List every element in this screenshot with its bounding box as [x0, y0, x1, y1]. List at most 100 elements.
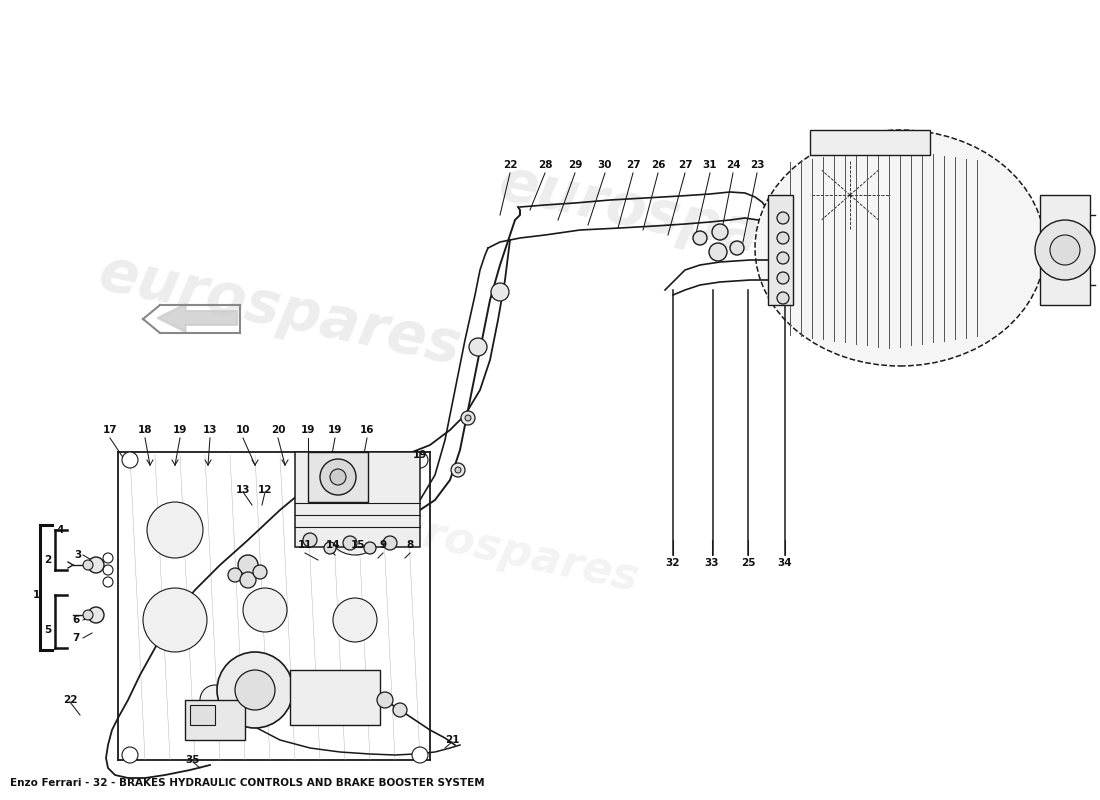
Circle shape: [777, 212, 789, 224]
Text: 25: 25: [740, 558, 756, 568]
Text: 17: 17: [102, 425, 118, 435]
Text: 18: 18: [138, 425, 152, 435]
Text: 19: 19: [412, 450, 427, 460]
Text: 7: 7: [73, 633, 79, 643]
Text: 23: 23: [750, 160, 764, 170]
Text: 15: 15: [351, 540, 365, 550]
Circle shape: [451, 463, 465, 477]
Text: 11: 11: [298, 540, 312, 550]
Text: 16: 16: [360, 425, 374, 435]
Text: 2: 2: [44, 555, 52, 565]
Text: 24: 24: [726, 160, 740, 170]
Text: eurospares: eurospares: [494, 154, 867, 286]
Circle shape: [412, 452, 428, 468]
Bar: [308, 452, 369, 502]
Circle shape: [469, 338, 487, 356]
Bar: [185, 700, 245, 740]
Circle shape: [243, 588, 287, 632]
Circle shape: [465, 415, 471, 421]
Circle shape: [240, 572, 256, 588]
Text: 33: 33: [705, 558, 719, 568]
Circle shape: [1035, 220, 1094, 280]
Text: 19: 19: [300, 425, 316, 435]
Circle shape: [710, 243, 727, 261]
Circle shape: [777, 292, 789, 304]
Text: 9: 9: [379, 540, 386, 550]
Circle shape: [217, 652, 293, 728]
Text: 19: 19: [328, 425, 342, 435]
Text: 10: 10: [235, 425, 251, 435]
Circle shape: [103, 577, 113, 587]
Text: 14: 14: [326, 540, 340, 550]
Circle shape: [103, 553, 113, 563]
Text: 22: 22: [503, 160, 517, 170]
Circle shape: [1050, 235, 1080, 265]
Circle shape: [147, 502, 204, 558]
Circle shape: [412, 747, 428, 763]
Circle shape: [122, 452, 138, 468]
Circle shape: [364, 542, 376, 554]
Circle shape: [393, 703, 407, 717]
Bar: [190, 705, 214, 725]
Bar: [1040, 195, 1090, 305]
Ellipse shape: [755, 130, 1045, 366]
Circle shape: [238, 555, 258, 575]
Circle shape: [82, 610, 94, 620]
Text: 28: 28: [538, 160, 552, 170]
Circle shape: [693, 231, 707, 245]
Text: 8: 8: [406, 540, 414, 550]
Text: 22: 22: [63, 695, 77, 705]
Text: 13: 13: [202, 425, 218, 435]
Text: eurospares: eurospares: [358, 500, 642, 600]
Text: 3: 3: [75, 550, 81, 560]
Text: 31: 31: [703, 160, 717, 170]
Circle shape: [228, 568, 242, 582]
Bar: [295, 452, 420, 547]
Circle shape: [491, 283, 509, 301]
Text: 32: 32: [666, 558, 680, 568]
Circle shape: [730, 241, 744, 255]
Text: 4: 4: [56, 525, 64, 535]
Circle shape: [455, 467, 461, 473]
Text: 35: 35: [186, 755, 200, 765]
Text: Enzo Ferrari - 32 - BRAKES HYDRAULIC CONTROLS AND BRAKE BOOSTER SYSTEM: Enzo Ferrari - 32 - BRAKES HYDRAULIC CON…: [10, 778, 485, 788]
Circle shape: [143, 588, 207, 652]
Circle shape: [777, 232, 789, 244]
Circle shape: [333, 598, 377, 642]
Circle shape: [88, 607, 104, 623]
Text: 5: 5: [44, 625, 52, 635]
Text: 26: 26: [651, 160, 666, 170]
Circle shape: [343, 536, 358, 550]
Text: 1: 1: [32, 590, 40, 600]
Text: 30: 30: [597, 160, 613, 170]
Text: 34: 34: [778, 558, 792, 568]
Text: 20: 20: [271, 425, 285, 435]
Circle shape: [461, 411, 475, 425]
Circle shape: [383, 536, 397, 550]
Circle shape: [302, 533, 317, 547]
Text: 13: 13: [235, 485, 251, 495]
Text: 12: 12: [257, 485, 273, 495]
Circle shape: [103, 565, 113, 575]
Ellipse shape: [795, 150, 905, 240]
Bar: [768, 195, 793, 305]
Text: eurospares: eurospares: [94, 244, 466, 376]
Circle shape: [377, 692, 393, 708]
Circle shape: [122, 747, 138, 763]
Bar: [810, 130, 930, 155]
Circle shape: [253, 565, 267, 579]
Text: 19: 19: [173, 425, 187, 435]
Bar: [290, 670, 380, 725]
Circle shape: [777, 252, 789, 264]
Text: 27: 27: [626, 160, 640, 170]
Circle shape: [324, 495, 385, 555]
Circle shape: [320, 459, 356, 495]
Text: 6: 6: [73, 615, 79, 625]
Circle shape: [200, 685, 230, 715]
Text: 29: 29: [568, 160, 582, 170]
Text: 27: 27: [678, 160, 692, 170]
Circle shape: [712, 224, 728, 240]
FancyArrowPatch shape: [157, 304, 238, 332]
Circle shape: [235, 670, 275, 710]
Circle shape: [330, 469, 346, 485]
